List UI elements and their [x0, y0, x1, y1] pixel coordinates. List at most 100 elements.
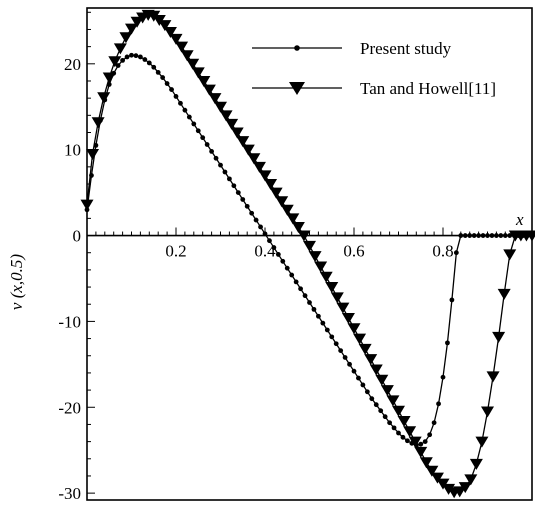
data-point [264, 179, 278, 191]
data-point [338, 348, 344, 353]
data-point [202, 84, 216, 96]
data-point [333, 341, 339, 347]
data-point [253, 217, 259, 223]
data-point [378, 408, 384, 414]
data-point [476, 233, 481, 238]
data-point [347, 361, 352, 367]
y-tick-label: -30 [58, 484, 81, 503]
data-point [164, 81, 170, 86]
y-tick-label: 20 [64, 55, 81, 74]
data-point [247, 153, 261, 165]
data-point [297, 230, 311, 242]
data-point [440, 374, 446, 380]
data-point [458, 233, 464, 238]
series-tan-howell [80, 9, 535, 499]
data-point [442, 483, 456, 495]
plot-frame [86, 7, 533, 501]
data-point [347, 323, 361, 335]
data-point [175, 41, 189, 53]
data-point [419, 457, 433, 469]
data-point [314, 261, 328, 273]
data-point [356, 375, 361, 381]
data-point [320, 320, 326, 326]
x-tick-label: 0.4 [254, 242, 276, 261]
data-point [204, 142, 210, 147]
series-layer [80, 9, 535, 499]
data-point [214, 101, 227, 113]
data-point [209, 148, 215, 154]
data-point [275, 252, 281, 257]
data-point [325, 282, 339, 294]
data-point [494, 233, 499, 238]
data-point [113, 43, 127, 55]
data-point [427, 432, 433, 438]
x-tick-label: 0.2 [165, 242, 186, 261]
data-point [252, 161, 266, 173]
data-point [425, 465, 439, 477]
data-point [373, 402, 379, 408]
data-point [400, 434, 406, 440]
data-point [480, 233, 486, 238]
data-point [108, 56, 122, 68]
data-point [191, 121, 197, 127]
data-point [125, 23, 138, 35]
data-point [186, 58, 200, 70]
data-point [146, 60, 152, 66]
data-point [471, 233, 477, 238]
data-point [369, 396, 375, 402]
data-point [341, 312, 355, 324]
data-point [180, 50, 194, 62]
data-point [235, 190, 241, 196]
data-point [369, 364, 383, 376]
y-tick-label: -20 [58, 398, 81, 417]
data-point [269, 187, 283, 199]
data-point [360, 382, 366, 388]
data-point [133, 53, 139, 59]
data-point [422, 439, 428, 445]
data-point [324, 327, 330, 333]
data-point [467, 233, 473, 238]
data-point [208, 93, 222, 105]
data-point [462, 233, 468, 238]
data-point [498, 233, 504, 238]
data-point [280, 204, 294, 216]
data-point [169, 33, 183, 45]
data-point [449, 297, 455, 303]
data-point [120, 57, 125, 63]
data-point [218, 162, 223, 168]
data-point [291, 221, 305, 233]
data-point [129, 52, 134, 58]
legend: Present study Tan and Howell[11] [252, 39, 496, 98]
data-point [97, 92, 111, 104]
data-point [497, 288, 511, 300]
x-axis-title: x [515, 210, 524, 229]
data-point [430, 472, 444, 484]
data-point [397, 416, 411, 428]
data-point [258, 170, 272, 182]
data-point [151, 64, 157, 70]
data-point [485, 233, 490, 238]
data-point [492, 331, 506, 343]
data-point [231, 183, 237, 189]
data-point [213, 155, 219, 161]
data-point [458, 482, 472, 494]
data-point [308, 251, 322, 263]
data-point [293, 279, 299, 285]
data-point [225, 118, 239, 130]
data-point [464, 474, 478, 486]
data-point [271, 245, 277, 250]
data-point [319, 271, 333, 283]
data-point [489, 233, 495, 238]
data-point [186, 114, 192, 120]
data-point [240, 197, 246, 202]
data-point [102, 72, 116, 84]
data-point [353, 333, 367, 345]
legend-label-present-study: Present study [360, 39, 452, 58]
data-point [86, 148, 100, 160]
data-point [244, 203, 250, 209]
data-point [191, 67, 205, 79]
y-axis-title: v (x,0.5) [7, 254, 26, 311]
data-point [507, 233, 513, 238]
y-tick-label: 0 [73, 227, 82, 246]
